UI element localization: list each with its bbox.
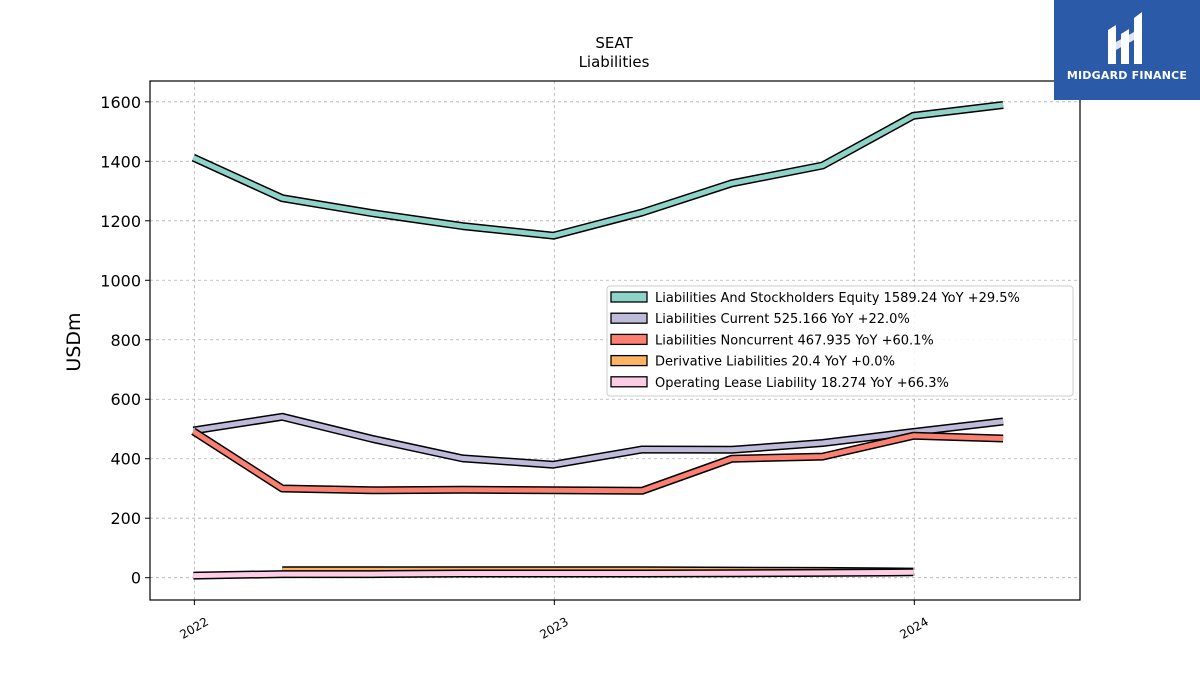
legend-swatch xyxy=(610,291,648,303)
legend-label: Derivative Liabilities 20.4 YoY +0.0% xyxy=(655,355,895,370)
legend-swatch xyxy=(610,376,648,388)
x-tick-label: 2022 xyxy=(177,614,210,641)
y-tick-label: 600 xyxy=(110,390,141,409)
midgard-logo-icon xyxy=(1108,12,1142,64)
y-tick-label: 1400 xyxy=(100,152,141,171)
legend-label: Operating Lease Liability 18.274 YoY +66… xyxy=(655,376,949,391)
logo-text: MIDGARD FINANCE xyxy=(1066,69,1188,82)
y-tick-label: 800 xyxy=(110,331,141,350)
legend-box xyxy=(606,285,1074,397)
chart-title: SEAT xyxy=(595,34,633,52)
y-tick-label: 0 xyxy=(131,569,141,588)
legend-label: Liabilities Noncurrent 467.935 YoY +60.1… xyxy=(655,333,934,348)
legend-swatch xyxy=(610,333,648,346)
x-axis: 2022 2023 2024 xyxy=(177,600,931,642)
y-tick-label: 200 xyxy=(110,509,141,528)
plot-frame xyxy=(149,80,1081,601)
series-line-liabilities-and-stockholders-equity xyxy=(192,102,1004,239)
x-tick-label: 2023 xyxy=(537,614,570,641)
series-line-liabilities-current xyxy=(193,414,1004,468)
legend-swatch xyxy=(610,312,648,324)
legend-label: Liabilities And Stockholders Equity 1589… xyxy=(655,291,1020,306)
chart-subtitle: Liabilities xyxy=(579,53,650,71)
legend-label: Liabilities Current 525.166 YoY +22.0% xyxy=(655,312,910,327)
series-line-outline-liabilities-and-stockholders-equity xyxy=(191,101,1004,240)
series-line-operating-lease-liability xyxy=(193,569,914,579)
y-axis: 0 200 400 600 800 1000 1200 1400 1600 xyxy=(100,93,150,588)
midgard-logo: MIDGARD FINANCE xyxy=(1054,0,1200,100)
legend: Liabilities And Stockholders Equity 1589… xyxy=(606,285,1074,397)
y-axis-label: USDm xyxy=(63,312,85,371)
legend-swatch xyxy=(610,354,648,367)
series-layer xyxy=(191,101,1004,580)
series-line-liabilities-noncurrent xyxy=(192,429,1004,494)
y-tick-label: 1200 xyxy=(100,212,141,231)
series-line-outline-liabilities-noncurrent xyxy=(191,428,1004,495)
y-tick-label: 400 xyxy=(110,450,141,469)
y-tick-label: 1600 xyxy=(100,93,141,112)
x-tick-label: 2024 xyxy=(897,614,930,641)
y-tick-label: 1000 xyxy=(100,271,141,290)
